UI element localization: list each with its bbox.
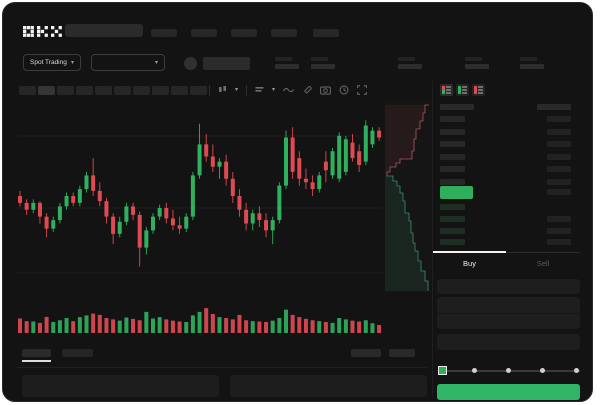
book-asks-icon[interactable] <box>472 84 485 96</box>
ask-price-placeholder[interactable] <box>440 153 465 160</box>
draw-icon[interactable] <box>302 85 312 95</box>
stat-label-placeholder <box>275 57 292 61</box>
book-both-icon[interactable] <box>440 84 453 96</box>
divider <box>437 313 580 314</box>
depth-chart[interactable] <box>385 101 431 293</box>
tab-buy[interactable]: Buy <box>463 259 476 268</box>
tab-sell[interactable]: Sell <box>536 259 550 268</box>
nav-item-placeholder[interactable] <box>271 29 297 37</box>
slider-step-dot[interactable] <box>505 368 511 373</box>
market-type-select[interactable]: Spot Trading ▾ <box>23 54 81 71</box>
amount-placeholder[interactable] <box>547 189 571 195</box>
total-input[interactable] <box>437 334 580 350</box>
bid-amount-placeholder[interactable] <box>547 215 571 222</box>
stat-value-placeholder <box>520 64 544 69</box>
chart-bottom-tab-active[interactable] <box>22 349 51 357</box>
token-avatar <box>184 57 197 70</box>
chevron-down-icon: ▾ <box>154 59 158 66</box>
book-bids-icon[interactable] <box>456 84 469 96</box>
okx-logo[interactable] <box>23 26 62 37</box>
stat-value-placeholder <box>275 64 299 69</box>
nav-item-placeholder[interactable] <box>151 29 177 37</box>
interval-tab[interactable] <box>76 86 93 95</box>
pair-select[interactable]: ▾ <box>91 54 165 71</box>
last-price-pill[interactable] <box>440 186 473 199</box>
stat-label-placeholder <box>311 57 328 61</box>
stat-label-placeholder <box>398 57 415 61</box>
history-panel-placeholder <box>230 375 427 397</box>
slider-step-dot[interactable] <box>539 368 545 373</box>
bid-amount-placeholder[interactable] <box>547 239 571 246</box>
interval-tab[interactable] <box>19 86 36 95</box>
ask-amount-placeholder[interactable] <box>547 166 571 172</box>
stat-label-placeholder <box>520 57 537 61</box>
chart-bottom-action[interactable] <box>389 349 415 357</box>
interval-tab[interactable] <box>152 86 169 95</box>
stat-value-placeholder <box>465 64 489 69</box>
interval-tab[interactable] <box>171 86 188 95</box>
price-input[interactable] <box>437 279 580 294</box>
orderbook-col-header <box>537 104 571 110</box>
candle-style-icon[interactable] <box>218 85 227 95</box>
chart-type-icon[interactable] <box>255 85 264 95</box>
active-tab-underline <box>22 360 51 362</box>
bid-price-placeholder[interactable] <box>440 227 465 234</box>
interval-tab[interactable] <box>57 86 74 95</box>
stat-value-placeholder <box>398 64 422 69</box>
line-tool-icon[interactable] <box>283 85 294 95</box>
stat-label-placeholder <box>465 57 482 61</box>
slider-step-dot[interactable] <box>471 368 477 373</box>
slider-step-dot[interactable] <box>573 368 579 373</box>
ask-amount-placeholder[interactable] <box>547 153 571 160</box>
percent-slider-handle[interactable] <box>438 366 447 375</box>
ask-amount-placeholder[interactable] <box>547 116 571 122</box>
camera-icon[interactable] <box>320 85 331 95</box>
chevron-down-icon: ▾ <box>70 59 74 66</box>
divider <box>246 84 248 96</box>
bid-price-placeholder[interactable] <box>440 215 465 222</box>
chart-bottom-action[interactable] <box>351 349 381 357</box>
divider <box>17 367 427 368</box>
market-type-label: Spot Trading <box>30 59 67 66</box>
stat-value-placeholder <box>311 64 335 69</box>
ask-price-placeholder[interactable] <box>440 178 465 185</box>
chart-bottom-tab[interactable] <box>62 349 93 357</box>
pair-name-placeholder <box>203 57 250 70</box>
bid-amount-placeholder[interactable] <box>547 227 571 234</box>
interval-tab[interactable] <box>133 86 150 95</box>
chevron-down-icon[interactable]: ▾ <box>272 87 276 93</box>
ask-price-placeholder[interactable] <box>440 116 465 122</box>
search-input[interactable] <box>65 24 143 37</box>
nav-item-placeholder[interactable] <box>231 29 257 37</box>
orderbook-col-header <box>440 104 474 110</box>
nav-item-placeholder[interactable] <box>313 29 339 37</box>
history-icon[interactable] <box>339 85 349 95</box>
app-window: Spot Trading ▾ ▾ ▾ ▾ <box>2 2 593 402</box>
fullscreen-icon[interactable] <box>357 85 367 95</box>
bid-price-placeholder[interactable] <box>440 204 465 210</box>
ask-price-placeholder[interactable] <box>440 166 465 172</box>
orders-panel-placeholder <box>22 375 219 397</box>
ask-price-placeholder[interactable] <box>440 141 465 147</box>
ask-amount-placeholder[interactable] <box>547 141 571 147</box>
divider <box>432 81 433 397</box>
chevron-down-icon[interactable]: ▾ <box>235 87 239 93</box>
divider <box>433 252 580 253</box>
ask-amount-placeholder[interactable] <box>547 128 571 135</box>
buy-submit-button[interactable] <box>437 384 580 400</box>
candlestick-chart[interactable] <box>17 98 383 293</box>
buy-tab-indicator <box>433 251 506 253</box>
ask-price-placeholder[interactable] <box>440 128 465 135</box>
ask-amount-placeholder[interactable] <box>547 178 571 185</box>
volume-chart[interactable] <box>17 297 383 335</box>
interval-tab[interactable] <box>114 86 131 95</box>
interval-tab[interactable] <box>190 86 207 95</box>
bid-price-placeholder[interactable] <box>440 239 465 246</box>
percent-slider-track[interactable] <box>438 366 580 375</box>
nav-item-placeholder[interactable] <box>191 29 217 37</box>
interval-tab[interactable] <box>95 86 112 95</box>
interval-tab[interactable] <box>38 86 55 95</box>
divider <box>209 84 210 96</box>
